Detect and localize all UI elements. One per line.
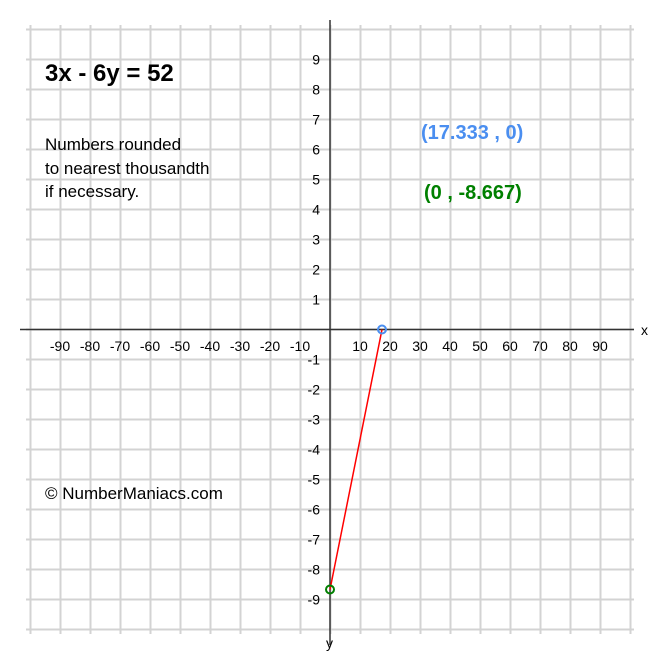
y-tick-label: -4 bbox=[308, 442, 321, 458]
x-tick-label: 60 bbox=[502, 338, 518, 354]
x-tick-label: -30 bbox=[230, 338, 250, 354]
x-axis-label: x bbox=[641, 322, 648, 338]
note-line: Numbers rounded bbox=[45, 135, 182, 154]
x-tick-label: -20 bbox=[260, 338, 280, 354]
equation-title: 3x - 6y = 52 bbox=[45, 60, 174, 87]
copyright: © NumberManiacs.com bbox=[45, 484, 223, 503]
y-tick-label: -3 bbox=[308, 412, 321, 428]
y-tick-label: -1 bbox=[308, 352, 321, 368]
note-line: to nearest thousandth bbox=[45, 158, 210, 178]
y-intercept-point bbox=[325, 584, 335, 595]
y-tick-label: 5 bbox=[312, 172, 320, 188]
x-tick-label: -60 bbox=[140, 338, 160, 354]
y-tick-label: 9 bbox=[312, 52, 320, 68]
x-tick-label: 20 bbox=[382, 338, 398, 354]
y-tick-label: 3 bbox=[312, 232, 320, 248]
y-tick-label: 6 bbox=[312, 142, 320, 158]
x-tick-label: -40 bbox=[200, 338, 220, 354]
y-tick-label: 1 bbox=[312, 292, 320, 308]
x-tick-label: 30 bbox=[412, 338, 428, 354]
y-tick-label: 4 bbox=[312, 202, 320, 218]
x-intercept-point bbox=[376, 324, 387, 335]
y-tick-label: -2 bbox=[308, 382, 321, 398]
y-tick-label: 2 bbox=[312, 262, 320, 278]
y-intercept-label: (0 , -8.667) bbox=[424, 182, 522, 204]
y-axis-label: y bbox=[326, 635, 333, 651]
y-tick-label: -5 bbox=[308, 472, 321, 488]
x-tick-label: 90 bbox=[592, 338, 608, 354]
y-tick-label: -7 bbox=[308, 532, 321, 548]
x-tick-label: 70 bbox=[532, 338, 548, 354]
x-tick-label: -10 bbox=[290, 338, 310, 354]
x-tick-label: -70 bbox=[110, 338, 130, 354]
y-tick-label: -6 bbox=[308, 502, 321, 518]
x-tick-label: 10 bbox=[352, 338, 368, 354]
rounding-note: Numbers rounded to nearest thousandth if… bbox=[45, 133, 209, 204]
x-tick-label: -50 bbox=[170, 338, 190, 354]
x-intercept-label: (17.333 , 0) bbox=[421, 122, 524, 144]
x-tick-label: 50 bbox=[472, 338, 488, 354]
y-tick-label: -8 bbox=[308, 562, 321, 578]
x-tick-label: 80 bbox=[562, 338, 578, 354]
equation-line bbox=[329, 329, 383, 590]
y-tick-label: 8 bbox=[312, 82, 320, 98]
y-tick-label: -9 bbox=[308, 592, 321, 608]
y-tick-label: 7 bbox=[312, 112, 320, 128]
x-tick-label: 40 bbox=[442, 338, 458, 354]
note-line: if necessary. bbox=[45, 182, 140, 201]
x-tick-label: -90 bbox=[50, 338, 70, 354]
x-tick-label: -80 bbox=[80, 338, 100, 354]
